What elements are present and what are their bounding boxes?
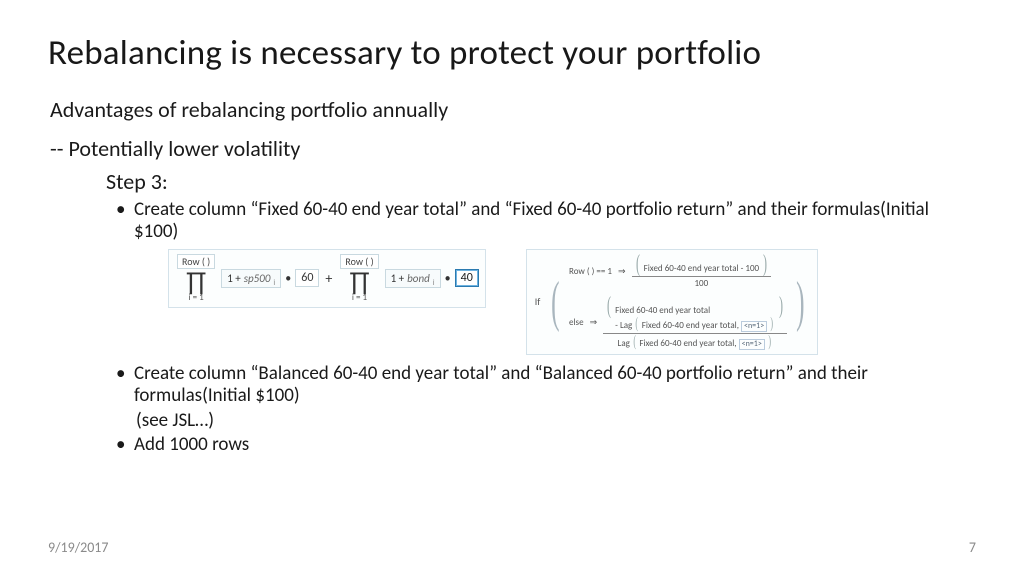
formula-row: Row ( ) ∏ i = 1 1 + sp500 i • 60 + Row (… <box>168 249 976 356</box>
if-clause-else: else ⇒ ( Fixed 60-40 end year total - La… <box>569 296 787 350</box>
bullet-list-2: Create column “Balanced 60-40 end year t… <box>116 363 976 407</box>
footer-page: 7 <box>969 539 976 556</box>
bullet-list-3: Add 1000 rows <box>116 434 976 456</box>
n-box-2: <n=1> <box>739 339 765 350</box>
step-label: Step 3: <box>106 168 976 195</box>
frac-1: ( Fixed 60-40 end year total - 100 ) 100 <box>632 254 772 290</box>
product-block-2: Row ( ) ∏ i = 1 <box>338 254 380 303</box>
index-2: i = 1 <box>352 293 367 303</box>
formula-product: Row ( ) ∏ i = 1 1 + sp500 i • 60 + Row (… <box>168 249 486 308</box>
if-clause-1: Row ( ) == 1 ⇒ ( Fixed 60-40 end year to… <box>569 254 787 290</box>
bullet-1: Create column “Fixed 60-40 end year tota… <box>116 199 976 243</box>
else-label: else <box>569 317 584 329</box>
paren-close-icon: ) <box>796 277 804 327</box>
term-sp500: 1 + sp500 i <box>221 269 281 288</box>
const-60: 60 <box>295 269 319 287</box>
arrow-2: ⇒ <box>590 317 598 329</box>
volatility-line: -- Potentially lower volatility <box>50 135 976 162</box>
footer-date: 9/19/2017 <box>48 539 108 556</box>
index-1: i = 1 <box>189 293 204 303</box>
slide-title: Rebalancing is necessary to protect your… <box>48 32 976 74</box>
if-cond-1: Row ( ) == 1 <box>569 266 612 278</box>
product-block-1: Row ( ) ∏ i = 1 <box>175 254 217 303</box>
footer: 9/19/2017 7 <box>48 539 976 556</box>
if-body: Row ( ) == 1 ⇒ ( Fixed 60-40 end year to… <box>569 254 787 351</box>
frac-2: ( Fixed 60-40 end year total - Lag ( Fix… <box>603 296 787 350</box>
const-40-selected: 40 <box>455 269 479 287</box>
see-jsl: (see JSL…) <box>136 409 976 432</box>
formula-if: If ( Row ( ) == 1 ⇒ ( Fixed 60-40 end ye… <box>526 249 819 356</box>
slide: Rebalancing is necessary to protect your… <box>0 0 1024 576</box>
plus-op: + <box>323 270 334 287</box>
n-box-1: <n=1> <box>741 321 767 332</box>
arrow-1: ⇒ <box>618 266 626 278</box>
bullet-3: Add 1000 rows <box>116 434 976 456</box>
multiply-1: • <box>285 272 291 286</box>
paren-open-icon: ( <box>551 277 559 327</box>
multiply-2: • <box>445 272 451 286</box>
bullet-2: Create column “Balanced 60-40 end year t… <box>116 363 976 407</box>
product-symbol-icon-2: ∏ <box>349 270 370 292</box>
term-bond: 1 + bond i <box>385 269 441 288</box>
if-label: If <box>535 295 541 309</box>
subtitle: Advantages of rebalancing portfolio annu… <box>50 96 976 123</box>
bullet-list: Create column “Fixed 60-40 end year tota… <box>116 199 976 243</box>
product-symbol-icon: ∏ <box>186 270 207 292</box>
